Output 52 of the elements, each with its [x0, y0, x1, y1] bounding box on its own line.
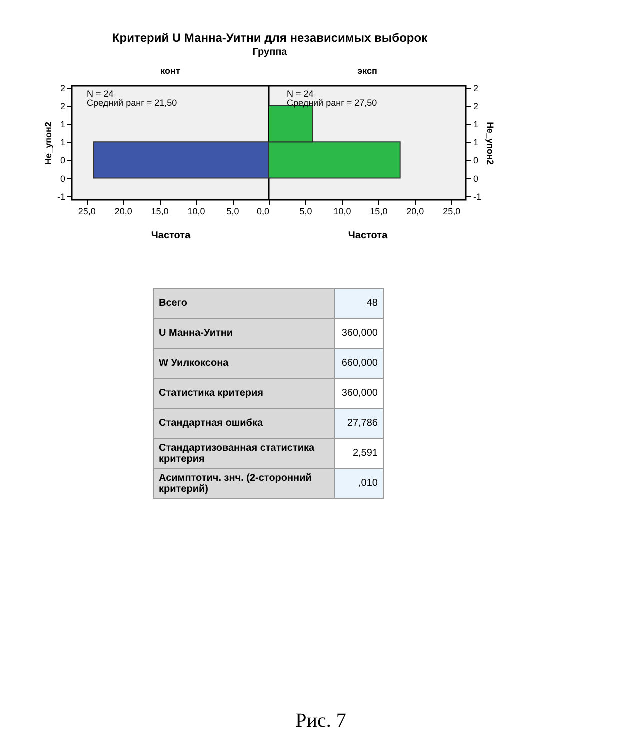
text: Всего: [154, 288, 334, 318]
y-tick-label: -1: [57, 192, 66, 202]
y-tick-label: 2: [60, 101, 66, 112]
text: 360,000: [334, 378, 384, 408]
text: U Манна-Уитни: [154, 318, 334, 348]
text: Асимптотич. знч. (2-сторонний критерий): [154, 468, 334, 498]
y-tick-label: 0: [474, 174, 479, 184]
annotation: Средний ранг = 21,50: [87, 98, 178, 108]
x-tick-label: 10,0: [188, 206, 206, 216]
chart-title: конт: [160, 66, 181, 76]
x-tick-label: 20,0: [114, 206, 132, 216]
text: ,010: [334, 468, 384, 498]
y-tick-label: 2: [60, 83, 66, 94]
x-tick-label: 10,0: [334, 206, 352, 216]
annotation: Средний ранг = 27,50: [287, 98, 378, 108]
text: 360,000: [334, 318, 384, 348]
y-tick-label: -1: [474, 192, 482, 202]
x-tick-label: 25,0: [78, 206, 96, 216]
x-tick-label: 5,0: [300, 206, 312, 216]
y-axis-title: Не_упон2: [44, 122, 54, 165]
x-tick-label: 15,0: [151, 206, 169, 216]
y-tick-label: 1: [474, 138, 479, 148]
y-tick-label: 0: [474, 156, 479, 166]
text: 27,786: [334, 408, 384, 438]
x-tick-label: 20,0: [406, 206, 424, 216]
x-axis-title: Частота: [348, 230, 388, 242]
y-tick-label: 1: [60, 138, 66, 148]
x-tick-label: 0,0: [256, 206, 270, 216]
text: Стандартная ошибка: [154, 408, 334, 438]
text: Статистика критерия: [154, 378, 334, 408]
chart-title: эксп: [358, 66, 378, 76]
x-tick-label: 5,0: [226, 206, 240, 216]
text: Рис. 7: [294, 710, 348, 733]
y-axis-title: Не_упон2: [486, 122, 496, 165]
text: W Уилкоксона: [154, 348, 334, 378]
text: Группа: [252, 47, 288, 58]
x-axis-title: Частота: [151, 230, 192, 242]
y-tick-label: 0: [60, 174, 66, 184]
annotation: N = 24: [87, 89, 114, 99]
y-tick-label: 0: [60, 156, 66, 166]
x-tick-label: 15,0: [370, 206, 388, 216]
text: Критерий U Манна-Уитни для независимых выборок: [111, 31, 429, 45]
y-tick-label: 1: [474, 120, 479, 130]
y-tick-label: 1: [60, 120, 66, 130]
text: Стандартизованная статистика критерия: [154, 438, 334, 468]
y-tick-label: 2: [474, 101, 479, 112]
annotation: N = 24: [287, 89, 314, 99]
text: 2,591: [334, 438, 384, 468]
x-tick-label: 25,0: [443, 206, 461, 216]
y-tick-label: 2: [474, 83, 479, 94]
text: 48: [334, 288, 384, 318]
text: 660,000: [334, 348, 384, 378]
